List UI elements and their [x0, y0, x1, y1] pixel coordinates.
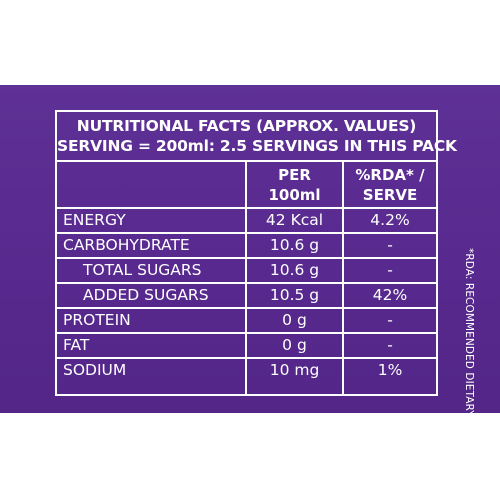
- rda-value: -: [387, 236, 393, 254]
- label-panel: NUTRITIONAL FACTS (APPROX. VALUES) SERVI…: [0, 85, 500, 487]
- title-line-2: SERVING = 200ml: 2.5 SERVINGS IN THIS PA…: [57, 137, 457, 155]
- nutrient-name: TOTAL SUGARS: [83, 261, 202, 279]
- rda-serve-header: %RDA* / SERVE: [344, 162, 436, 207]
- table-row: PROTEIN 0 g -: [57, 309, 436, 334]
- rda-header-line-1: %RDA* /: [355, 166, 425, 184]
- title-line-1: NUTRITIONAL FACTS (APPROX. VALUES): [76, 117, 417, 135]
- per-100ml-value: 10.6 g: [269, 261, 320, 279]
- nutrient-name: CARBOHYDRATE: [63, 236, 190, 254]
- per-100ml-value: 42 Kcal: [265, 211, 324, 229]
- rda-value: 1%: [377, 361, 403, 379]
- nutrient-name: FAT: [63, 336, 90, 354]
- nutrition-table: NUTRITIONAL FACTS (APPROX. VALUES) SERVI…: [55, 110, 457, 396]
- table-row: TOTAL SUGARS 10.6 g -: [57, 259, 436, 284]
- nutrient-name: ENERGY: [63, 211, 126, 229]
- column-divider-2: [342, 162, 344, 394]
- per-100ml-value: 0 g: [282, 311, 307, 329]
- per-100ml-value: 10 mg: [269, 361, 320, 379]
- table-row: ENERGY 42 Kcal 4.2%: [57, 209, 436, 234]
- per-100ml-value: 10.5 g: [269, 286, 320, 304]
- table-title: NUTRITIONAL FACTS (APPROX. VALUES) SERVI…: [57, 112, 457, 162]
- column-divider-1: [245, 162, 247, 394]
- table-row: SODIUM 10 mg 1%: [57, 359, 436, 394]
- nutrient-name: PROTEIN: [63, 311, 131, 329]
- per-100ml-value: 10.6 g: [269, 236, 320, 254]
- rda-header-line-2: SERVE: [362, 186, 418, 204]
- nutrient-name: SODIUM: [63, 361, 127, 379]
- rda-footnote: *RDA: RECOMMENDED DIETARY ALLOWANCE: [463, 248, 475, 487]
- rda-value: 4.2%: [370, 211, 410, 229]
- per-header-line-2: 100ml: [268, 186, 321, 204]
- per-100ml-header: PER 100ml: [247, 162, 342, 207]
- rda-value: -: [387, 311, 393, 329]
- per-header-line-1: PER: [278, 166, 311, 184]
- table-row: CARBOHYDRATE 10.6 g -: [57, 234, 436, 259]
- rda-value: -: [387, 336, 393, 354]
- nutrient-name: ADDED SUGARS: [83, 286, 209, 304]
- table-row: ADDED SUGARS 10.5 g 42%: [57, 284, 436, 309]
- rda-value: -: [387, 261, 393, 279]
- per-100ml-value: 0 g: [282, 336, 307, 354]
- table-row: FAT 0 g -: [57, 334, 436, 359]
- rda-value: 42%: [372, 286, 408, 304]
